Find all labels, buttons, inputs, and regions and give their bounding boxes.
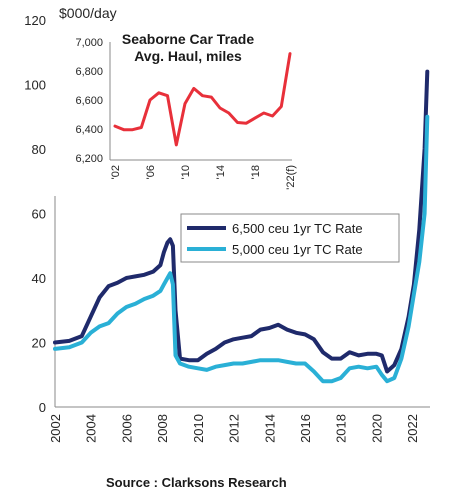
- inset-x-tick-label: '10: [180, 165, 192, 179]
- legend: 6,500 ceu 1yr TC Rate 5,000 ceu 1yr TC R…: [180, 213, 400, 263]
- main-x-tick-label: 2004: [84, 414, 99, 443]
- unit-label: $000/day: [59, 5, 117, 21]
- legend-label-6500: 6,500 ceu 1yr TC Rate: [232, 221, 363, 236]
- inset-series: [113, 52, 292, 147]
- series-line-6500-ceu: [53, 69, 430, 374]
- series-line-5000-ceu: [53, 114, 430, 384]
- inset-axes: [109, 42, 292, 161]
- main-x-tick-label: 2020: [369, 414, 384, 443]
- inset-y-tick-label: 6,800: [75, 66, 103, 78]
- inset-x-tick-labels: '02 '06 '10 '14 '18 '22(f): [110, 165, 297, 190]
- main-y-tick-label: 0: [39, 400, 46, 415]
- main-x-tick-label: 2018: [334, 414, 349, 443]
- main-x-tick-label: 2008: [155, 414, 170, 443]
- main-y-tick-label: 20: [32, 336, 46, 351]
- inset-y-tick-label: 6,200: [75, 153, 103, 165]
- main-x-tick-label: 2002: [48, 414, 63, 443]
- inset-x-tick-label: '02: [110, 165, 122, 179]
- inset-title-line: Avg. Haul, miles: [134, 48, 242, 64]
- inset-title-line: Seaborne Car Trade: [122, 31, 254, 47]
- inset-x-tick-label: '22(f): [285, 165, 297, 190]
- main-x-tick-label: 2022: [405, 414, 420, 443]
- inset-x-tick-label: '06: [145, 165, 157, 179]
- inset-x-tick-label: '14: [215, 165, 227, 179]
- main-x-tick-labels: 2002 2004 2006 2008 2010 2012 2014 2016 2018 2020…: [48, 414, 420, 443]
- main-x-tick-label: 2006: [119, 414, 134, 443]
- main-series: [53, 69, 430, 384]
- main-x-tick-label: 2016: [298, 414, 313, 443]
- main-x-tick-label: 2014: [262, 414, 277, 443]
- inset-y-tick-label: 6,600: [75, 95, 103, 107]
- main-y-tick-label: 60: [32, 207, 46, 222]
- inset-y-tick-label: 7,000: [75, 37, 103, 49]
- inset-background: [49, 0, 302, 196]
- inset-y-tick-label: 6,400: [75, 124, 103, 136]
- main-x-tick-label: 2010: [191, 414, 206, 443]
- source-text: Source : Clarksons Research: [106, 475, 287, 490]
- main-y-tick-label: 80: [32, 142, 46, 157]
- main-y-tick-labels: 0 20 40 60 80 100 120: [24, 13, 46, 415]
- main-y-tick-label: 100: [24, 78, 46, 93]
- main-y-tick-label: 40: [32, 271, 46, 286]
- legend-box: [180, 213, 400, 263]
- inset-y-tick-labels: 6,200 6,400 6,600 6,800 7,000: [75, 37, 103, 165]
- main-y-tick-label: 120: [24, 13, 46, 28]
- main-x-tick-label: 2012: [227, 414, 242, 443]
- inset-x-tick-label: '18: [250, 165, 262, 179]
- inset-series-line: [113, 52, 292, 147]
- legend-label-5000: 5,000 ceu 1yr TC Rate: [232, 242, 363, 257]
